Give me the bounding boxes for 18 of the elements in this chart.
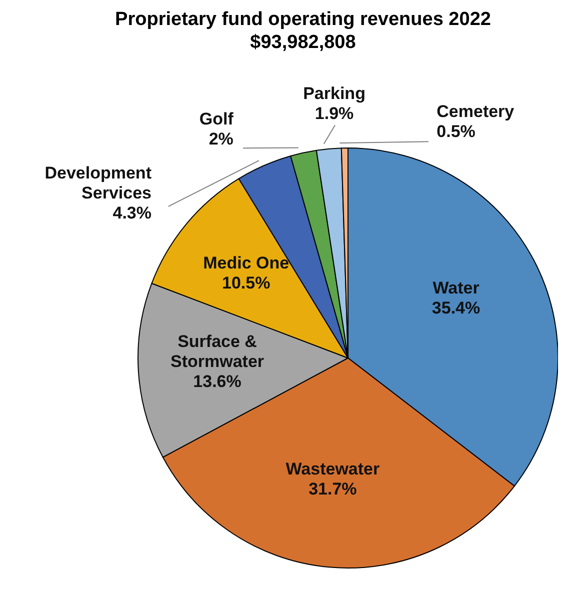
data-label: 31.7% xyxy=(308,479,357,498)
slice-label: Parking xyxy=(303,84,366,103)
data-label: 10.5% xyxy=(222,272,270,292)
slice-label: Golf xyxy=(199,108,234,128)
data-label: 0.5% xyxy=(436,122,476,141)
slice-label: Water xyxy=(432,278,480,297)
data-label: 35.4% xyxy=(432,298,480,317)
slice-label: Surface & Stormwater xyxy=(170,332,264,371)
slice-label: Wastewater xyxy=(286,459,380,478)
slice-label: Medic One xyxy=(203,252,290,272)
slice-label: Cemetery xyxy=(436,102,515,121)
data-label: 13.6% xyxy=(193,372,242,391)
chart-subtitle: $93,982,808 xyxy=(249,31,357,54)
data-label: 2% xyxy=(208,128,234,148)
slice-label: Development Services xyxy=(44,162,152,202)
data-label: 4.3% xyxy=(112,202,152,222)
chart-title: Proprietary fund operating revenues 2022 xyxy=(114,8,492,31)
data-label: 1.9% xyxy=(314,104,354,123)
